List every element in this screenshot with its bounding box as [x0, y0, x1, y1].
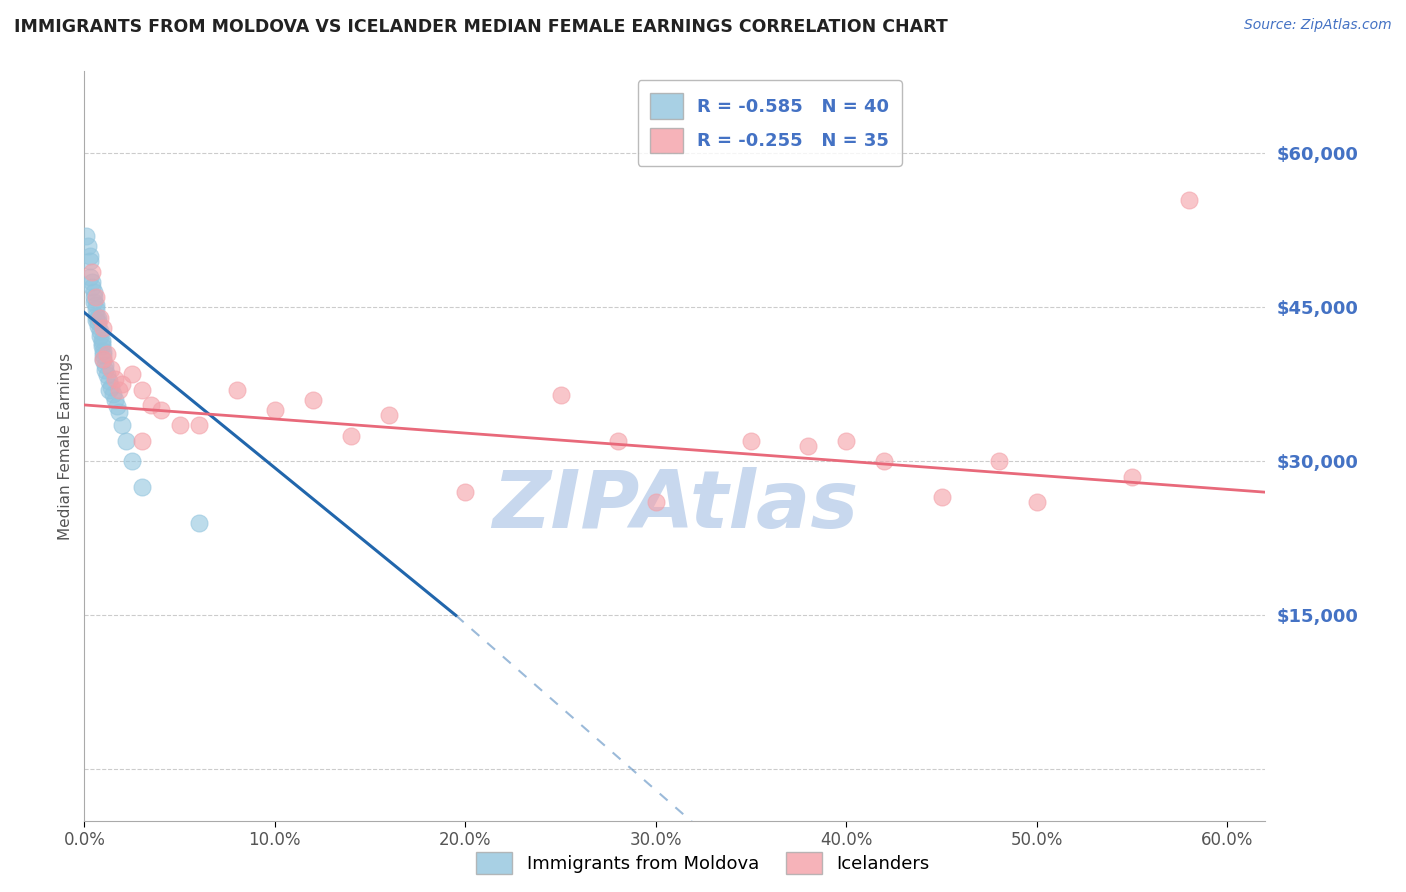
Point [644, 495, 666, 509]
Point [100, 380, 122, 394]
Point [89, 310, 111, 325]
Point [86, 318, 108, 333]
Point [79, 249, 101, 263]
Point [90, 333, 112, 347]
Text: IMMIGRANTS FROM MOLDOVA VS ICELANDER MEDIAN FEMALE EARNINGS CORRELATION CHART: IMMIGRANTS FROM MOLDOVA VS ICELANDER MED… [14, 18, 948, 36]
Point [80, 280, 103, 294]
Point [98, 383, 121, 397]
Point [84, 298, 107, 312]
Point [89, 329, 111, 343]
Point [187, 418, 209, 433]
Point [550, 387, 572, 401]
Point [104, 392, 127, 407]
Point [86, 315, 108, 329]
Point [101, 386, 124, 401]
Point [606, 434, 628, 448]
Point [131, 434, 153, 448]
Point [169, 418, 191, 433]
Point [100, 362, 122, 376]
Point [79, 254, 101, 268]
Point [93, 348, 115, 362]
Point [83, 295, 105, 310]
Point [83, 290, 105, 304]
Point [93, 321, 115, 335]
Point [83, 285, 105, 299]
Point [111, 377, 134, 392]
Point [90, 339, 112, 353]
Point [84, 290, 107, 304]
Point [77, 239, 100, 253]
Point [107, 405, 129, 419]
Point [79, 269, 101, 284]
Point [96, 368, 118, 383]
Point [80, 275, 103, 289]
Point [104, 372, 127, 386]
Point [797, 439, 820, 453]
Point [93, 352, 115, 367]
Point [121, 367, 143, 381]
Point [90, 336, 112, 351]
Point [302, 392, 325, 407]
Point [340, 428, 363, 442]
Point [98, 375, 121, 389]
Legend: Immigrants from Moldova, Icelanders: Immigrants from Moldova, Icelanders [467, 843, 939, 883]
Point [740, 434, 762, 448]
Point [225, 383, 247, 397]
Point [121, 454, 143, 468]
Point [84, 312, 107, 326]
Point [454, 485, 477, 500]
Point [86, 310, 108, 325]
Point [80, 264, 103, 278]
Point [931, 491, 953, 505]
Point [96, 346, 118, 360]
Point [131, 480, 153, 494]
Legend: R = -0.585   N = 40, R = -0.255   N = 35: R = -0.585 N = 40, R = -0.255 N = 35 [638, 80, 903, 166]
Point [987, 454, 1010, 468]
Point [93, 351, 115, 366]
Point [94, 363, 117, 377]
Point [115, 434, 138, 448]
Point [75, 228, 97, 243]
Point [93, 343, 115, 358]
Point [111, 418, 134, 433]
Text: Source: ZipAtlas.com: Source: ZipAtlas.com [1244, 18, 1392, 32]
Text: ZIPAtlas: ZIPAtlas [492, 467, 858, 545]
Point [105, 399, 128, 413]
Point [84, 309, 107, 323]
Point [835, 434, 858, 448]
Point [263, 403, 285, 417]
Y-axis label: Median Female Earnings: Median Female Earnings [58, 352, 73, 540]
Point [1025, 495, 1047, 509]
Point [84, 302, 107, 317]
Point [107, 383, 129, 397]
Point [94, 358, 117, 372]
Point [187, 516, 209, 530]
Point [89, 324, 111, 338]
Point [1121, 470, 1143, 484]
Point [873, 454, 896, 468]
Point [149, 403, 172, 417]
Point [139, 398, 162, 412]
Point [378, 408, 401, 422]
Point [1178, 193, 1201, 207]
Point [131, 383, 153, 397]
